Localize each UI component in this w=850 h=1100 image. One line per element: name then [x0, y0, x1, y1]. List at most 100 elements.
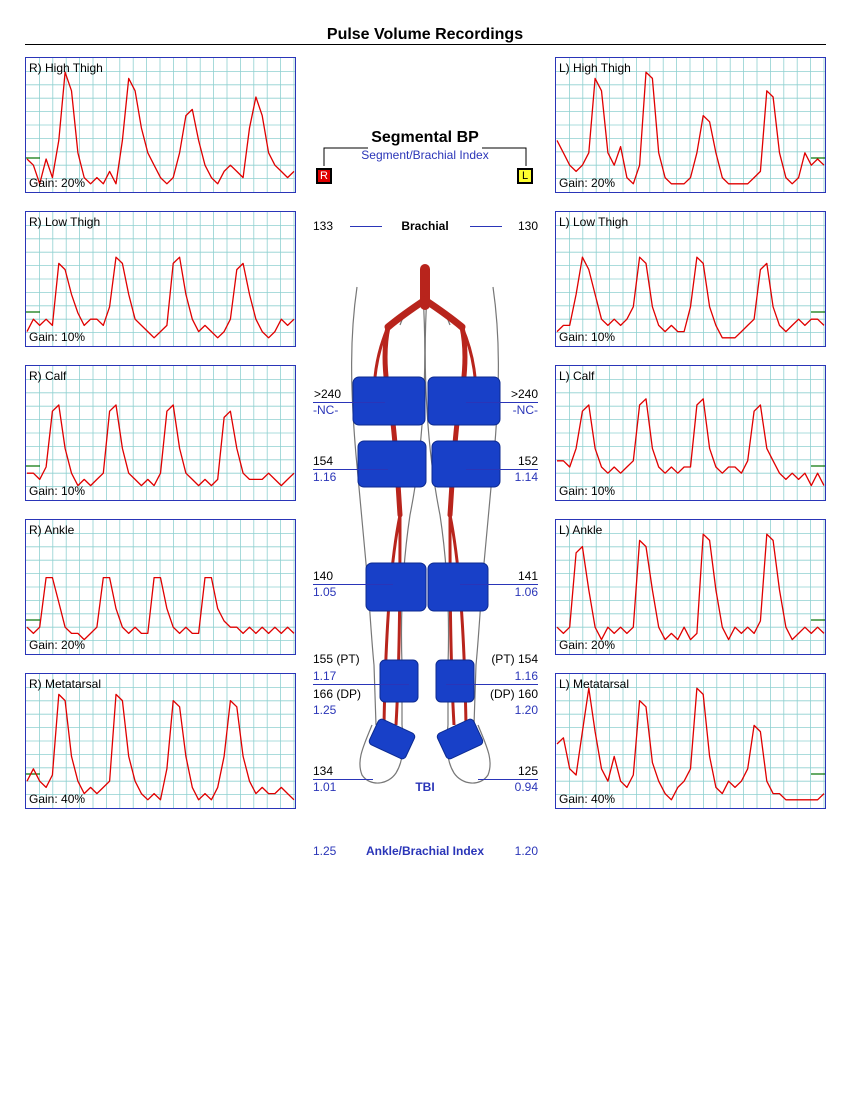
abi-label: Ankle/Brachial Index	[365, 844, 485, 858]
gain-label: Gain: 20%	[559, 638, 616, 652]
pvr-waveform-chart	[556, 674, 825, 808]
toe-left-value: 125	[517, 764, 538, 778]
pt-right-index: 1.17	[313, 669, 337, 683]
right-side-box: R	[316, 168, 332, 184]
gain-label: Gain: 10%	[559, 484, 616, 498]
pvr-panel-l-low-thigh: L) Low Thigh Gain: 10%	[555, 211, 826, 347]
gain-label: Gain: 20%	[559, 176, 616, 190]
segmental-header-bracket	[323, 147, 527, 166]
pvr-waveform-chart	[556, 212, 825, 346]
brachial-right-value: 133	[313, 219, 334, 233]
dp-right-value: 166 (DP)	[313, 687, 362, 701]
pvr-waveform-line	[556, 533, 825, 641]
panel-label: L) Calf	[559, 369, 595, 383]
high-thigh-right-value: >240	[314, 387, 342, 401]
panel-label: R) Low Thigh	[29, 215, 101, 229]
pvr-waveform-line	[27, 404, 295, 487]
pvr-waveform-chart	[556, 520, 825, 654]
gain-label: Gain: 10%	[29, 330, 86, 344]
legs-illustration	[351, 264, 501, 784]
gain-label: Gain: 20%	[29, 176, 86, 190]
toe-left-line	[478, 779, 538, 780]
left-side-box: L	[517, 168, 533, 184]
toe-right-value: 134	[313, 764, 334, 778]
segmental-bp-subtitle: Segment/Brachial Index	[361, 148, 489, 162]
low-thigh-right-index: 1.16	[313, 470, 337, 484]
panel-label: R) Calf	[29, 369, 67, 383]
brachial-left-line	[470, 226, 502, 227]
toe-left-index: 0.94	[514, 780, 538, 794]
toe-right-line	[313, 779, 373, 780]
title-divider	[25, 44, 826, 45]
pvr-panel-l-calf: L) Calf Gain: 10%	[555, 365, 826, 501]
pvr-waveform-line	[556, 687, 825, 801]
brachial-right-line	[350, 226, 382, 227]
ankle-left-line	[446, 684, 538, 685]
pvr-waveform-chart	[26, 674, 295, 808]
panel-label: L) Metatarsal	[559, 677, 630, 691]
pvr-waveform-chart	[26, 58, 295, 192]
high-thigh-right-line	[313, 402, 385, 403]
calf-left-line	[460, 584, 538, 585]
calf-left-value: 141	[517, 569, 538, 583]
abi-left-value: 1.20	[514, 844, 538, 858]
panel-label: R) Ankle	[29, 523, 75, 537]
pvr-waveform-line	[556, 71, 825, 185]
brachial-left-value: 130	[517, 219, 538, 233]
gain-label: Gain: 40%	[559, 792, 616, 806]
dp-left-value: (DP) 160	[489, 687, 538, 701]
pvr-waveform-chart	[26, 212, 295, 346]
dp-right-index: 1.25	[313, 703, 337, 717]
pvr-waveform-line	[556, 256, 825, 339]
pvr-waveform-chart	[556, 58, 825, 192]
calf-right-line	[313, 584, 393, 585]
calf-right-index: 1.05	[313, 585, 337, 599]
calf-left-index: 1.06	[514, 585, 538, 599]
pvr-panel-l-metatarsal: L) Metatarsal Gain: 40%	[555, 673, 826, 809]
low-thigh-right-line	[313, 469, 388, 470]
high-thigh-left-line	[466, 402, 538, 403]
toe-right-index: 1.01	[313, 780, 337, 794]
gain-label: Gain: 20%	[29, 638, 86, 652]
low-thigh-left-value: 152	[517, 454, 538, 468]
segmental-bp-title: Segmental BP	[371, 129, 479, 146]
panel-label: R) Metatarsal	[29, 677, 102, 691]
pvr-panel-r-metatarsal: R) Metatarsal Gain: 40%	[25, 673, 296, 809]
calf-right-value: 140	[313, 569, 334, 583]
pvr-waveform-chart	[26, 366, 295, 500]
high-thigh-left-value: >240	[510, 387, 538, 401]
ankle-right-line	[313, 684, 409, 685]
panel-label: L) High Thigh	[559, 61, 631, 75]
low-thigh-right-value: 154	[313, 454, 334, 468]
high-thigh-left-index: -NC-	[512, 403, 538, 417]
pvr-waveform-line	[557, 398, 825, 487]
low-thigh-left-line	[466, 469, 538, 470]
gain-label: Gain: 10%	[559, 330, 616, 344]
low-thigh-left-index: 1.14	[514, 470, 538, 484]
pvr-panel-l-ankle: L) Ankle Gain: 20%	[555, 519, 826, 655]
high-thigh-right-index: -NC-	[313, 403, 339, 417]
brachial-label: Brachial	[401, 219, 449, 233]
pvr-panel-r-low-thigh: R) Low Thigh Gain: 10%	[25, 211, 296, 347]
pvr-waveform-line	[26, 693, 295, 801]
tbi-label: TBI	[415, 780, 435, 794]
panel-label: L) Low Thigh	[559, 215, 629, 229]
pvr-panel-r-ankle: R) Ankle Gain: 20%	[25, 519, 296, 655]
pvr-waveform-line	[26, 256, 295, 339]
pvr-panel-r-calf: R) Calf Gain: 10%	[25, 365, 296, 501]
panel-label: R) High Thigh	[29, 61, 103, 75]
gain-label: Gain: 40%	[29, 792, 86, 806]
gain-label: Gain: 10%	[29, 484, 86, 498]
pvr-waveform-chart	[26, 520, 295, 654]
pvr-waveform-line	[26, 576, 295, 641]
pvr-waveform-chart	[556, 366, 825, 500]
pressure-cuffs	[352, 376, 501, 760]
pt-left-value: (PT) 154	[491, 652, 538, 666]
pt-right-value: 155 (PT)	[313, 652, 360, 666]
panel-label: L) Ankle	[559, 523, 603, 537]
pvr-waveform-line	[26, 71, 295, 185]
page-title: Pulse Volume Recordings	[326, 26, 524, 43]
pt-left-index: 1.16	[514, 669, 538, 683]
abi-right-value: 1.25	[313, 844, 337, 858]
dp-left-index: 1.20	[514, 703, 538, 717]
